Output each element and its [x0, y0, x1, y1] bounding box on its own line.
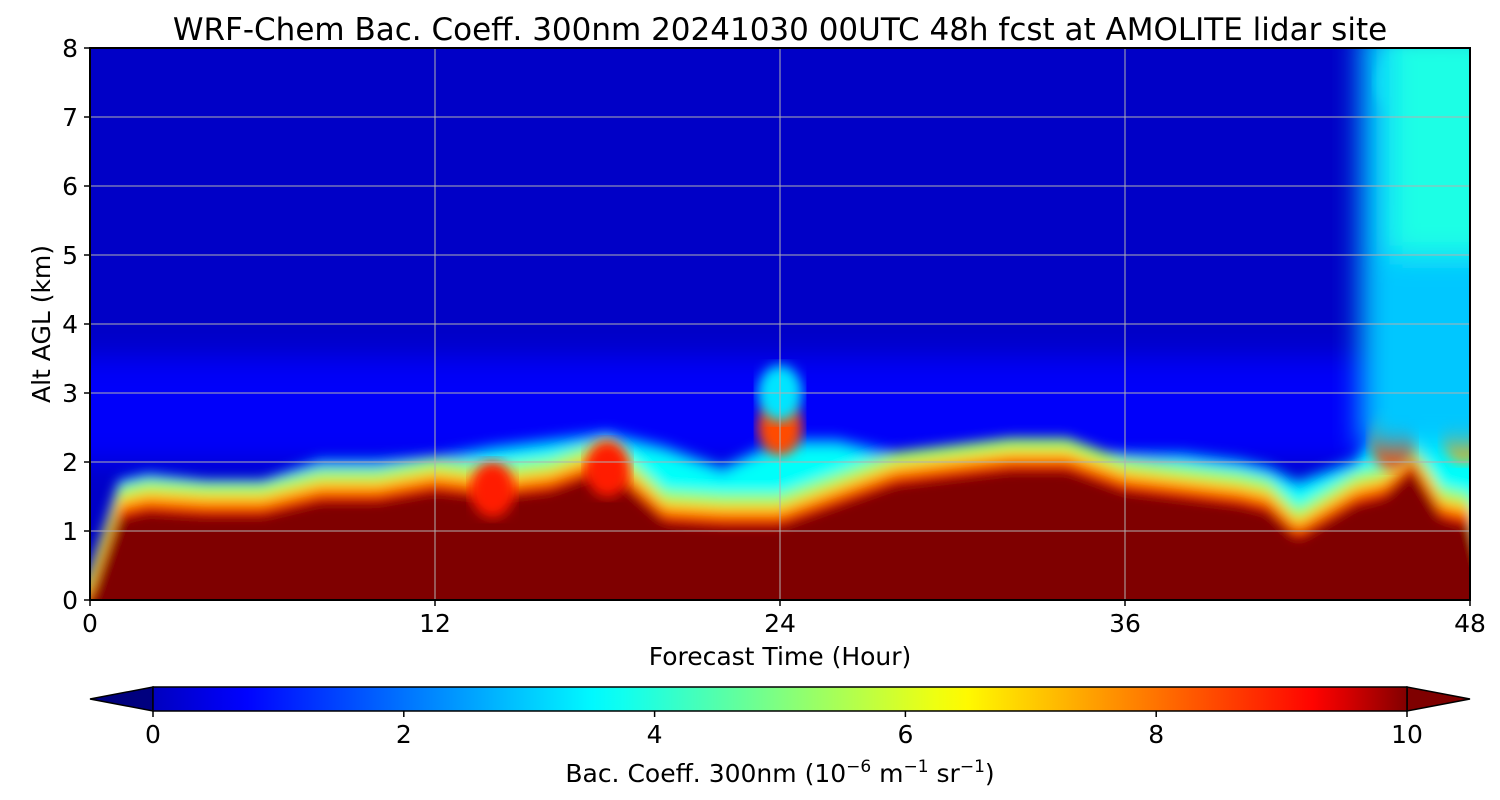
colorbar-tick-label: 6 [897, 720, 913, 749]
y-tick-label: 8 [62, 34, 78, 63]
field-feature [470, 461, 515, 518]
field-upper-band [90, 48, 1470, 359]
late-plume [1360, 48, 1470, 449]
x-tick-label: 12 [419, 609, 451, 638]
colorbar-ticks: 0 2 4 6 8 10 [145, 711, 1423, 749]
y-tick-label: 2 [62, 448, 78, 477]
x-tick-label: 0 [82, 609, 98, 638]
colorbar-tick-label: 10 [1391, 720, 1423, 749]
colorbar-under-arrow [89, 686, 154, 712]
colorbar: 0 2 4 6 8 10 Bac. Coeff. 300nm (10−6 m−1 sr−1… [89, 686, 1471, 788]
x-axis: 0 12 24 36 48 [82, 600, 1486, 638]
plot-area [89, 47, 1471, 601]
colorbar-tick-label: 8 [1148, 720, 1164, 749]
colorbar-gradient [152, 686, 1408, 712]
backscatter-field [90, 48, 1470, 600]
y-axis: 0 1 2 3 4 5 6 7 8 [62, 34, 90, 615]
y-tick-label: 5 [62, 241, 78, 270]
chart-title: WRF-Chem Bac. Coeff. 300nm 20241030 00UT… [173, 12, 1387, 48]
field-feature [585, 440, 630, 497]
y-tick-label: 4 [62, 310, 78, 339]
x-tick-label: 24 [764, 609, 796, 638]
x-axis-label: Forecast Time (Hour) [649, 642, 912, 671]
colorbar-tick-label: 4 [647, 720, 663, 749]
y-tick-label: 3 [62, 379, 78, 408]
y-tick-label: 1 [62, 517, 78, 546]
colorbar-tick-label: 2 [396, 720, 412, 749]
y-axis-label: Alt AGL (km) [27, 245, 56, 403]
y-tick-label: 0 [62, 586, 78, 615]
x-tick-label: 36 [1109, 609, 1141, 638]
colorbar-label: Bac. Coeff. 300nm (10−6 m−1 sr−1) [565, 757, 994, 788]
x-tick-label: 48 [1454, 609, 1486, 638]
y-tick-label: 7 [62, 103, 78, 132]
colorbar-over-arrow [1406, 686, 1471, 712]
y-tick-label: 6 [62, 172, 78, 201]
plume-inner [1389, 48, 1470, 255]
colorbar-tick-label: 0 [145, 720, 161, 749]
